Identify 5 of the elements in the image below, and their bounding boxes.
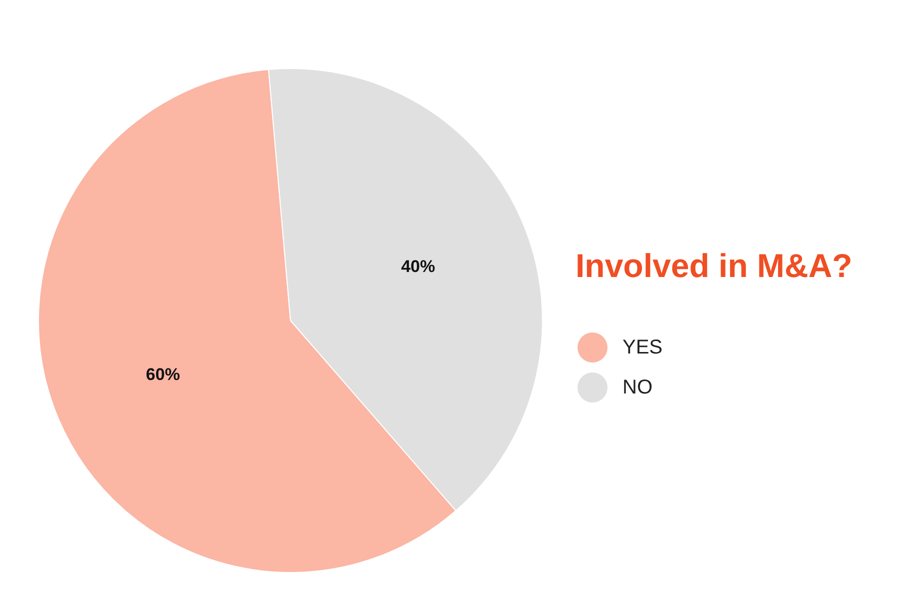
text: Involved in M&A?: [576, 247, 852, 284]
data-label: 60%: [146, 365, 180, 384]
legend-label: YES: [622, 336, 663, 358]
data-label: 40%: [401, 256, 436, 276]
legend-label: NO: [622, 376, 652, 398]
